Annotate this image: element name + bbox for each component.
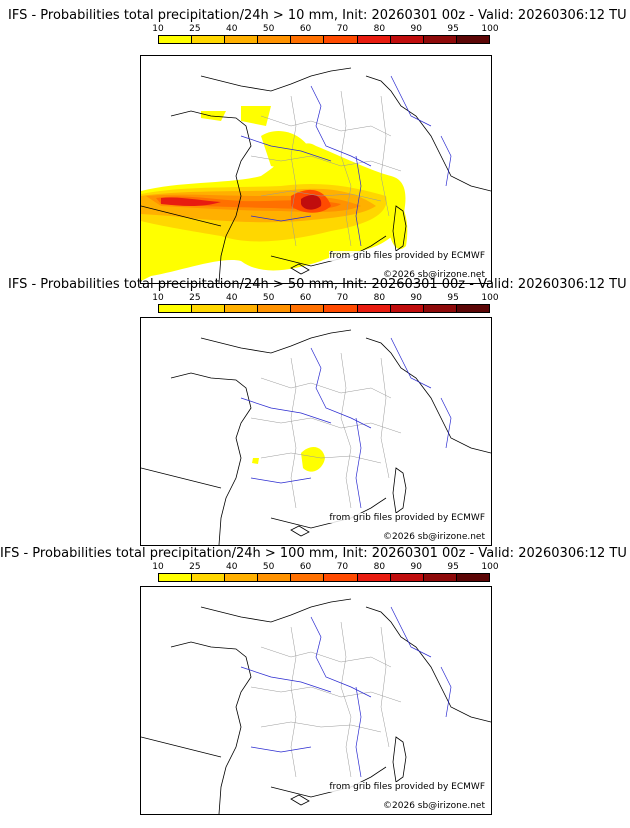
rivers bbox=[240, 337, 452, 509]
colorbar-swatch bbox=[192, 574, 226, 581]
colorbar-tick-label: 50 bbox=[262, 24, 275, 34]
colorbar-tick-label: 70 bbox=[336, 24, 349, 34]
colorbar-swatch bbox=[192, 305, 226, 312]
map-svg bbox=[141, 598, 491, 814]
credit-copyright: ©2026 sb@irizone.net bbox=[383, 801, 485, 811]
colorbar-tick-label: 80 bbox=[373, 562, 386, 572]
colorbar-swatch bbox=[159, 305, 193, 312]
colorbar-tick-label: 90 bbox=[410, 562, 422, 572]
colorbar-tick-label: 95 bbox=[447, 562, 459, 572]
colorbar-swatch bbox=[324, 36, 358, 43]
colorbar-tick-label: 40 bbox=[226, 293, 238, 303]
panel-title: IFS - Probabilities total precipitation/… bbox=[0, 546, 627, 561]
colorbar-swatch bbox=[456, 574, 489, 581]
colorbar-swatch bbox=[192, 36, 226, 43]
colorbar-tick-label: 40 bbox=[226, 24, 238, 34]
colorbar-swatch bbox=[357, 36, 391, 43]
colorbar-swatches bbox=[158, 573, 490, 582]
colorbar-swatch bbox=[456, 36, 489, 43]
colorbar-tick-label: 60 bbox=[299, 24, 312, 34]
admin-borders bbox=[250, 352, 402, 509]
colorbar-swatches bbox=[158, 35, 490, 44]
colorbar-swatch bbox=[423, 574, 457, 581]
colorbar-swatch bbox=[324, 305, 358, 312]
colorbar-swatch bbox=[291, 574, 325, 581]
panel-10mm: IFS - Probabilities total precipitation/… bbox=[0, 8, 630, 284]
colorbar-swatch bbox=[423, 305, 457, 312]
rivers bbox=[240, 75, 452, 247]
panel-title: IFS - Probabilities total precipitation/… bbox=[8, 8, 627, 23]
colorbar-swatch bbox=[225, 36, 259, 43]
coastlines bbox=[141, 67, 491, 283]
map-svg bbox=[141, 67, 491, 283]
colorbar-swatch bbox=[390, 305, 424, 312]
panel-100mm: IFS - Probabilities total precipitation/… bbox=[0, 546, 630, 816]
colorbar-tick-label: 25 bbox=[189, 562, 201, 572]
colorbar-tick-label: 95 bbox=[447, 293, 459, 303]
colorbar-swatches bbox=[158, 304, 490, 313]
colorbar-swatch bbox=[390, 36, 424, 43]
map-10mm: from grib files provided by ECMWF ©2026 … bbox=[140, 55, 492, 284]
colorbar-tick-label: 70 bbox=[336, 562, 349, 572]
colorbar-swatch bbox=[225, 305, 259, 312]
colorbar-labels: 10 25 40 50 60 70 80 90 95 100 bbox=[152, 562, 498, 572]
credit-source: from grib files provided by ECMWF bbox=[329, 782, 485, 792]
colorbar-swatch bbox=[159, 36, 193, 43]
admin-borders bbox=[250, 90, 402, 247]
colorbar-tick-label: 70 bbox=[336, 293, 349, 303]
colorbar-swatch bbox=[456, 305, 489, 312]
panel-50mm: IFS - Probabilities total precipitation/… bbox=[0, 277, 630, 547]
credit-copyright: ©2026 sb@irizone.net bbox=[383, 532, 485, 542]
colorbar-swatch bbox=[390, 574, 424, 581]
colorbar-swatch bbox=[225, 574, 259, 581]
credit-source: from grib files provided by ECMWF bbox=[329, 251, 485, 261]
colorbar-tick-label: 100 bbox=[481, 293, 499, 303]
colorbar-swatch bbox=[291, 36, 325, 43]
precip-field bbox=[141, 106, 408, 281]
colorbar-tick-label: 10 bbox=[152, 562, 164, 572]
colorbar-swatch bbox=[357, 305, 391, 312]
colorbar-swatch bbox=[324, 574, 358, 581]
colorbar-swatch bbox=[423, 36, 457, 43]
colorbar-tick-label: 60 bbox=[299, 562, 312, 572]
map-100mm: from grib files provided by ECMWF ©2026 … bbox=[140, 586, 492, 815]
panel-title: IFS - Probabilities total precipitation/… bbox=[8, 277, 627, 292]
map-svg bbox=[141, 329, 491, 545]
colorbar: 10 25 40 50 60 70 80 90 95 100 bbox=[152, 293, 499, 314]
colorbar-swatch bbox=[357, 574, 391, 581]
colorbar-tick-label: 50 bbox=[262, 562, 275, 572]
colorbar-swatch bbox=[258, 36, 292, 43]
map-50mm: from grib files provided by ECMWF ©2026 … bbox=[140, 317, 492, 546]
colorbar-tick-label: 25 bbox=[189, 24, 201, 34]
colorbar-tick-label: 80 bbox=[373, 293, 386, 303]
admin-borders bbox=[250, 621, 402, 778]
colorbar-tick-label: 40 bbox=[226, 562, 238, 572]
colorbar: 10 25 40 50 60 70 80 90 95 100 bbox=[152, 24, 499, 45]
colorbar-tick-label: 90 bbox=[410, 24, 422, 34]
colorbar-tick-label: 10 bbox=[152, 24, 164, 34]
colorbar: 10 25 40 50 60 70 80 90 95 100 bbox=[152, 562, 499, 583]
colorbar-swatch bbox=[159, 574, 193, 581]
credit-source: from grib files provided by ECMWF bbox=[329, 513, 485, 523]
colorbar-swatch bbox=[291, 305, 325, 312]
coastlines bbox=[141, 598, 491, 814]
precip-field bbox=[252, 446, 325, 472]
colorbar-tick-label: 10 bbox=[152, 293, 164, 303]
coastlines bbox=[141, 329, 491, 545]
colorbar-tick-label: 100 bbox=[481, 562, 499, 572]
colorbar-swatch bbox=[258, 305, 292, 312]
colorbar-labels: 10 25 40 50 60 70 80 90 95 100 bbox=[152, 24, 498, 34]
rivers bbox=[240, 606, 452, 778]
colorbar-tick-label: 100 bbox=[481, 24, 499, 34]
credit-copyright: ©2026 sb@irizone.net bbox=[383, 270, 485, 280]
colorbar-tick-label: 95 bbox=[447, 24, 459, 34]
colorbar-tick-label: 50 bbox=[262, 293, 275, 303]
colorbar-tick-label: 25 bbox=[189, 293, 201, 303]
colorbar-labels: 10 25 40 50 60 70 80 90 95 100 bbox=[152, 293, 498, 303]
colorbar-tick-label: 60 bbox=[299, 293, 312, 303]
colorbar-swatch bbox=[258, 574, 292, 581]
colorbar-tick-label: 80 bbox=[373, 24, 386, 34]
colorbar-tick-label: 90 bbox=[410, 293, 422, 303]
